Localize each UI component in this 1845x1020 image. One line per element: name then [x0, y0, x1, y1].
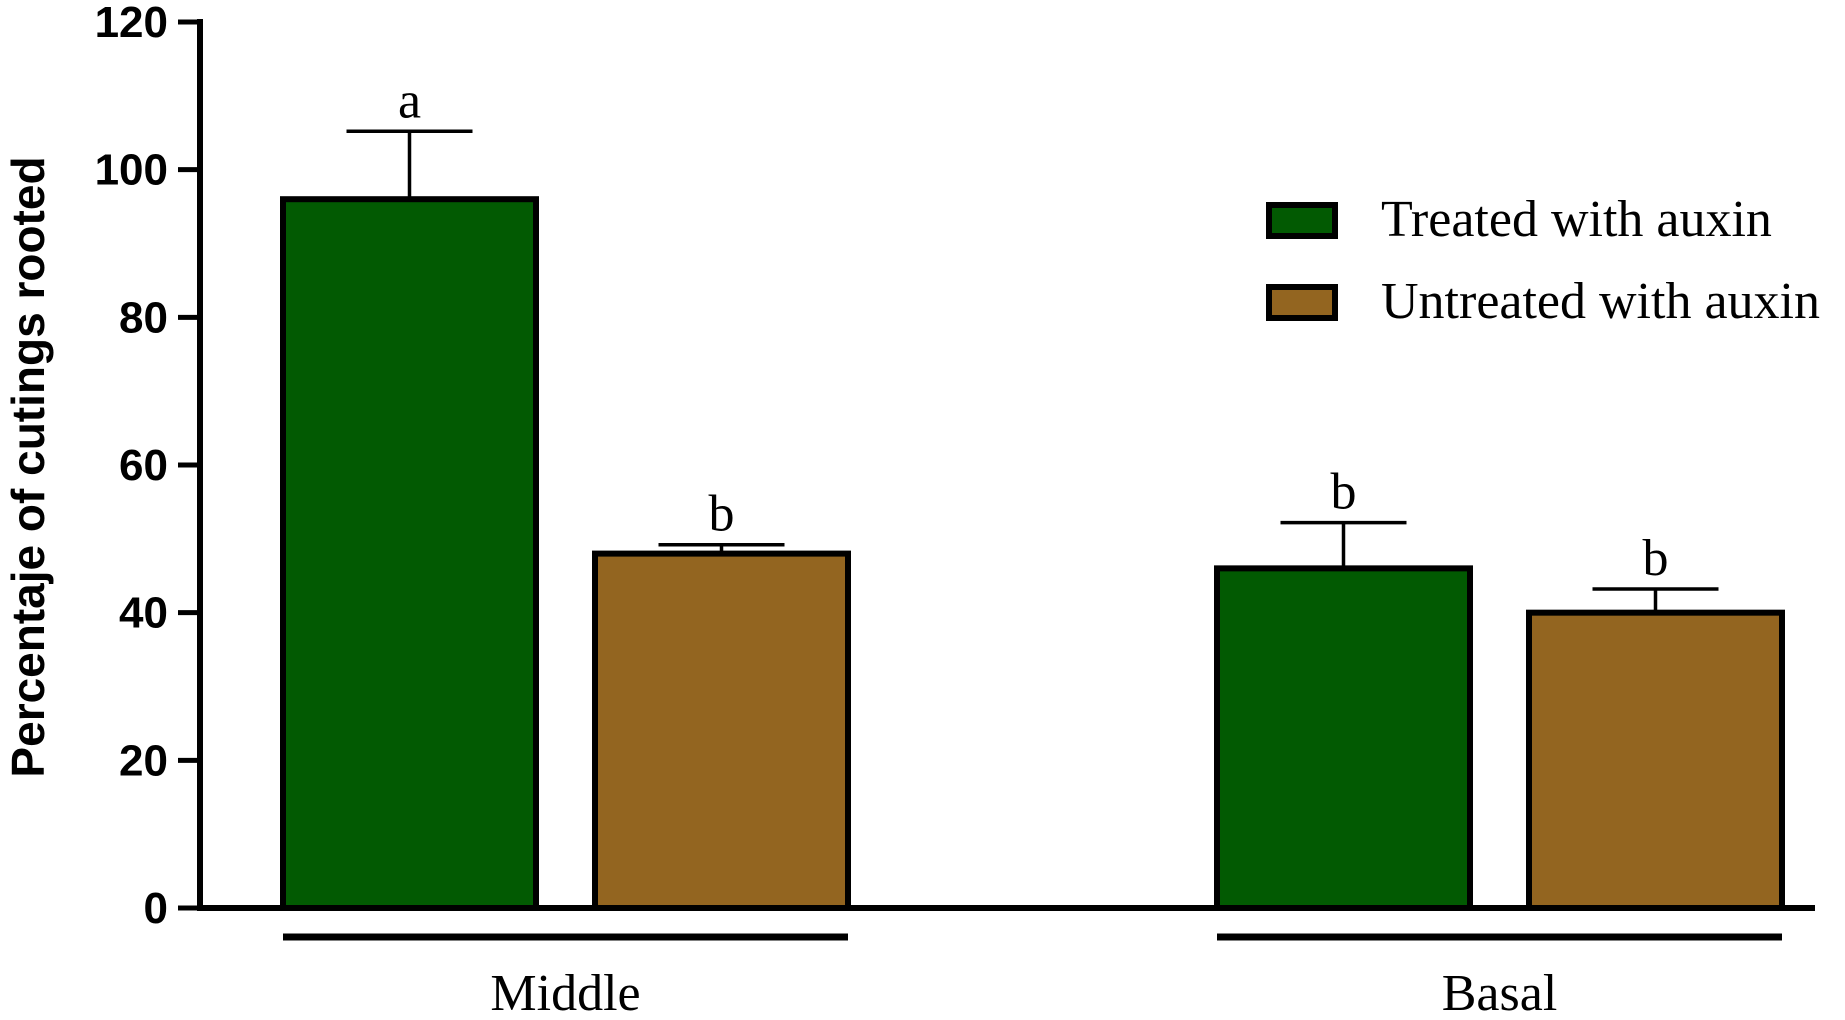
legend-label: Untreated with auxin [1381, 273, 1820, 330]
significance-label: b [709, 486, 735, 543]
legend-swatch [1266, 284, 1338, 321]
y-tick-label: 80 [119, 293, 168, 342]
y-axis-title: Percentaje of cutings rooted [2, 156, 54, 777]
x-category-label: Middle [490, 965, 640, 1020]
x-category-label: Basal [1442, 965, 1558, 1020]
y-tick-label: 0 [144, 884, 168, 933]
y-tick-label: 60 [119, 441, 168, 490]
y-tick-label: 120 [95, 0, 168, 47]
significance-label: b [1643, 530, 1669, 587]
bar [592, 550, 851, 911]
y-tick-label: 20 [119, 736, 168, 785]
legend-label: Treated with auxin [1381, 191, 1772, 248]
legend-swatch [1266, 202, 1338, 239]
y-tick-label: 100 [95, 146, 168, 195]
significance-label: a [398, 72, 421, 129]
bar [1214, 565, 1473, 911]
y-tick-label: 40 [119, 589, 168, 638]
bar [280, 196, 539, 911]
significance-label: b [1331, 464, 1357, 521]
bar [1526, 609, 1785, 912]
